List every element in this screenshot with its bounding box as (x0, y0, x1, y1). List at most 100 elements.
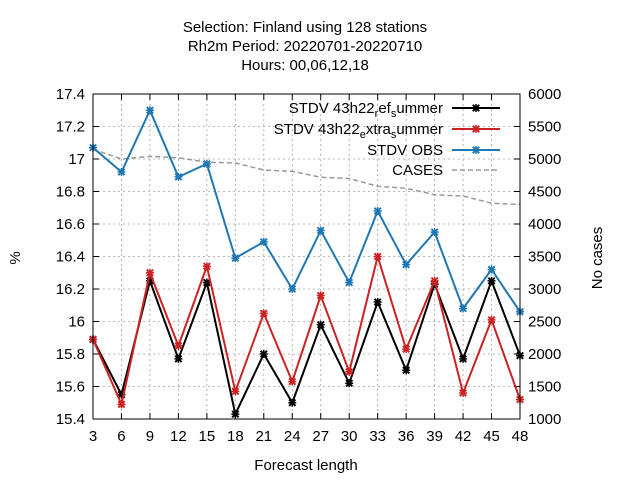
x-tick-label: 39 (426, 428, 443, 445)
data-point-stdv-obs (459, 304, 468, 313)
data-point-stdv-43h22-ref-summer (316, 320, 325, 329)
x-tick-label: 33 (369, 428, 386, 445)
x-tick-label: 48 (512, 428, 529, 445)
data-point-stdv-43h22-extra-summer (288, 377, 297, 386)
title-line-3: Hours: 00,06,12,18 (241, 57, 369, 74)
data-point-stdv-obs (402, 260, 411, 269)
data-point-stdv-obs (117, 168, 126, 176)
y2-tick-label: 3000 (528, 281, 561, 298)
data-point-stdv-obs (174, 172, 183, 181)
data-point-stdv-obs (430, 228, 439, 237)
title-line-2: Rh2m Period: 20220701-20220710 (188, 38, 422, 55)
y2-tick-label: 2000 (528, 346, 561, 363)
y2-tick-label: 4000 (528, 216, 561, 233)
legend-item-stdv-43h22-extra-summer: STDV 43h22extrasummer (274, 121, 500, 141)
y-tick-label: 16.2 (56, 281, 85, 298)
x-tick-label: 42 (455, 428, 472, 445)
data-point-stdv-43h22-ref-summer (288, 398, 297, 407)
data-point-stdv-43h22-ref-summer (202, 278, 211, 287)
data-point-stdv-obs (316, 226, 325, 235)
x-tick-label: 36 (398, 428, 415, 445)
data-point-stdv-obs (145, 106, 154, 115)
x-tick-label: 24 (284, 428, 301, 445)
y-tick-label: 17.2 (56, 119, 85, 136)
data-point-stdv-obs (373, 207, 382, 215)
data-point-stdv-43h22-extra-summer (402, 345, 411, 354)
grid (93, 94, 520, 419)
y-tick-label: 15.6 (56, 379, 85, 396)
y2-tick-label: 1000 (528, 411, 561, 428)
data-point-stdv-obs (487, 265, 496, 274)
data-point-stdv-43h22-extra-summer (145, 268, 154, 277)
legend-label: CASES (392, 162, 443, 179)
x-axis-label: Forecast length (254, 457, 357, 474)
x-tick-label: 12 (170, 428, 187, 445)
x-tick-label: 21 (255, 428, 272, 445)
y-tick-label: 17.4 (56, 86, 85, 103)
data-point-stdv-43h22-ref-summer (231, 410, 240, 419)
data-point-stdv-43h22-ref-summer (402, 366, 411, 375)
x-tick-label: 30 (341, 428, 358, 445)
y2-tick-label: 3500 (528, 249, 561, 266)
series-line-cases (92, 148, 521, 206)
y-axis-label: % (7, 251, 24, 264)
legend-item-stdv-obs: STDV OBS (367, 142, 500, 159)
data-point-stdv-obs (259, 237, 268, 246)
legend-item-cases: CASES (392, 162, 500, 179)
y2-tick-label: 2500 (528, 314, 561, 331)
data-point-stdv-obs (202, 159, 211, 168)
y-tick-label: 16.6 (56, 216, 85, 233)
x-tick-label: 27 (312, 428, 329, 445)
series (89, 106, 524, 419)
x-tick-label: 9 (146, 428, 154, 445)
chart-title: Selection: Finland using 128 stations Rh… (183, 19, 427, 74)
y-tick-label: 15.4 (56, 411, 85, 428)
x-tick-label: 3 (89, 428, 97, 445)
data-point-stdv-43h22-ref-summer (487, 276, 496, 285)
y-tick-label: 15.8 (56, 346, 85, 363)
data-point-stdv-43h22-extra-summer (430, 276, 439, 285)
legend-label: STDV OBS (367, 142, 443, 159)
data-point-stdv-43h22-extra-summer (202, 262, 211, 271)
data-point-stdv-43h22-extra-summer (174, 341, 183, 350)
legend-marker (472, 146, 480, 154)
data-point-stdv-43h22-ref-summer (345, 379, 354, 388)
x-tick-label: 45 (483, 428, 500, 445)
legend-marker (472, 104, 480, 112)
data-point-stdv-43h22-extra-summer (373, 252, 382, 261)
legend-marker (472, 125, 480, 133)
data-point-stdv-43h22-extra-summer (231, 387, 240, 396)
series-line-stdv-43h22-extra-summer (92, 252, 521, 408)
y2-tick-label: 1500 (528, 379, 561, 396)
legend-item-stdv-43h22-ref-summer: STDV 43h22refsummer (289, 100, 500, 120)
y2-tick-label: 5500 (528, 119, 561, 136)
data-point-stdv-obs (345, 278, 354, 287)
y2-axis-label: No cases (589, 227, 606, 290)
data-point-stdv-43h22-ref-summer (459, 354, 468, 363)
x-tick-label: 18 (227, 428, 244, 445)
plot-frame (92, 93, 521, 420)
data-point-stdv-43h22-extra-summer (117, 400, 126, 409)
y-tick-label: 16 (68, 314, 85, 331)
data-point-stdv-43h22-ref-summer (259, 350, 268, 358)
y2-tick-label: 6000 (528, 86, 561, 103)
y-tick-label: 16.4 (56, 249, 85, 266)
data-point-stdv-obs (288, 285, 297, 293)
y-tick-label: 17 (68, 151, 85, 168)
data-point-stdv-43h22-extra-summer (316, 291, 325, 300)
title-line-1: Selection: Finland using 128 stations (183, 19, 427, 36)
y-tick-label: 16.8 (56, 184, 85, 201)
y2-tick-label: 4500 (528, 184, 561, 201)
ticks: 3 6 9 12 15 18 21 24 27 30 33 36 39 42 45 4815.415.615.… (56, 86, 562, 445)
data-point-stdv-43h22-extra-summer (487, 315, 496, 324)
data-point-stdv-43h22-ref-summer (174, 354, 183, 363)
data-point-stdv-43h22-ref-summer (373, 298, 382, 306)
legend-label: STDV 43h22refsummer (289, 100, 443, 120)
series-line-stdv-43h22-ref-summer (92, 277, 521, 418)
legend-label: STDV 43h22extrasummer (274, 121, 443, 141)
series-line-stdv-obs (92, 107, 521, 313)
data-point-stdv-43h22-extra-summer (345, 367, 354, 376)
data-point-stdv-43h22-extra-summer (259, 309, 268, 318)
